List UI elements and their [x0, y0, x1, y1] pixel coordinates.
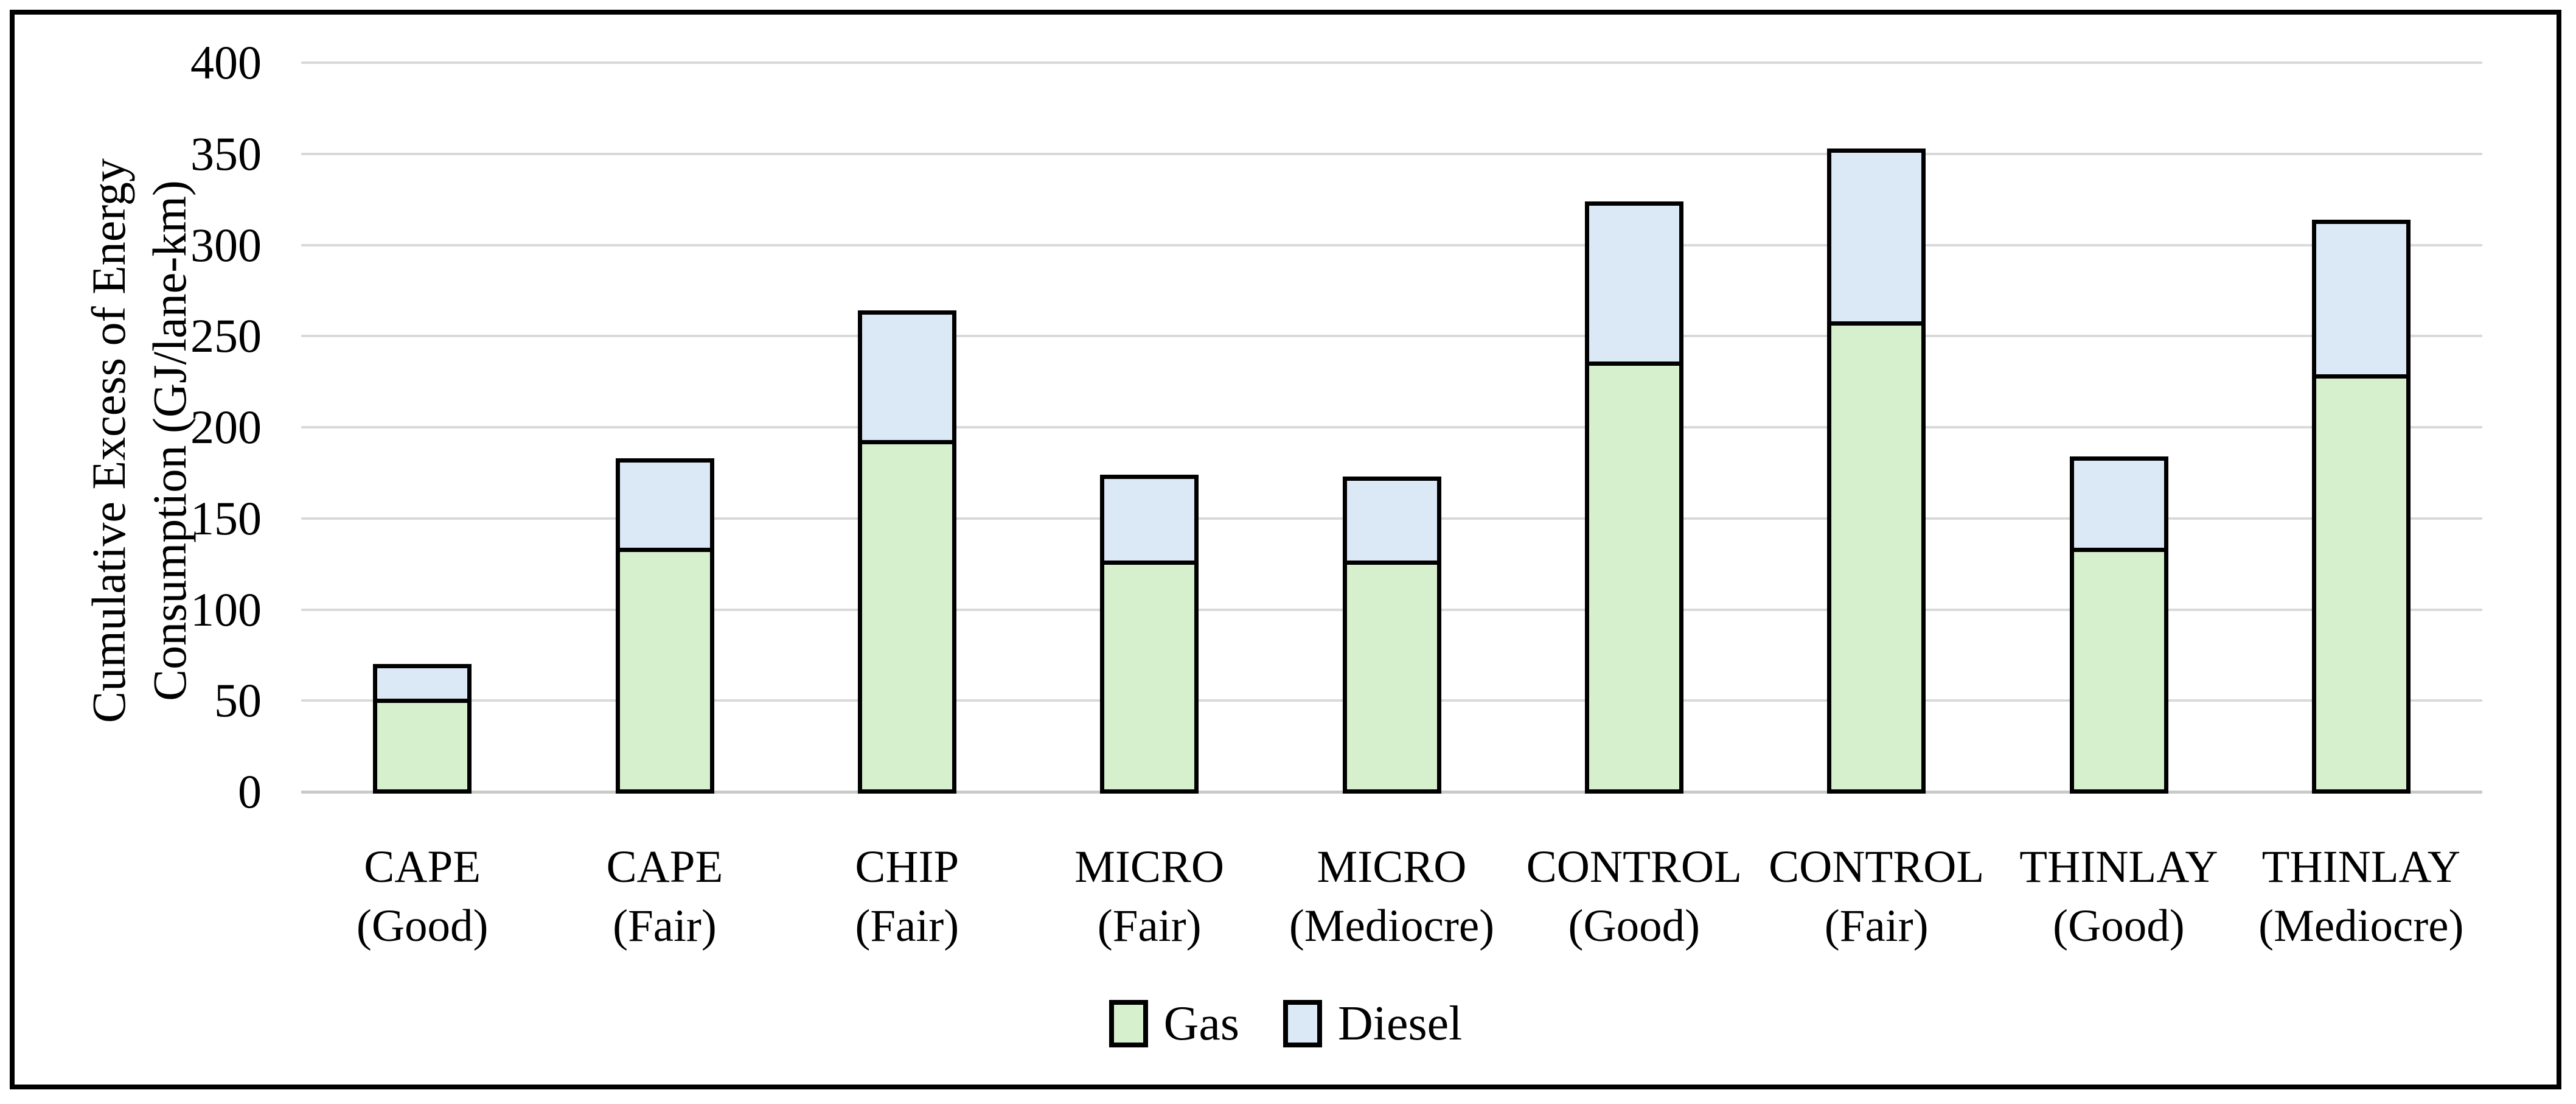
x-category-label-line1: CAPE	[364, 842, 481, 892]
y-tick-label-0: 0	[238, 765, 262, 818]
x-category-label-line1: THINLAY	[2019, 842, 2218, 892]
y-tick-label-250: 250	[190, 309, 262, 363]
x-category-label-4: MICRO (Mediocre)	[1270, 837, 1513, 956]
y-tick-label-100: 100	[190, 582, 262, 636]
legend-label-gas: Gas	[1163, 997, 1240, 1050]
bar-segment-gas-8	[2311, 374, 2411, 794]
y-axis-title-line2: Consumption (GJ/lane-km)	[143, 180, 196, 701]
x-category-label-line1: MICRO	[1317, 842, 1467, 892]
diesel-legend-swatch-icon	[1283, 1000, 1323, 1047]
x-category-label-6: CONTROL (Fair)	[1755, 837, 1997, 956]
x-category-label-5: CONTROL (Good)	[1513, 837, 1755, 956]
bar-segment-diesel-4	[1342, 476, 1441, 565]
x-category-label-8: THINLAY (Mediocre)	[2240, 837, 2482, 956]
x-category-label-line1: MICRO	[1074, 842, 1225, 892]
bar-segment-gas-0	[373, 699, 472, 794]
legend: Gas Diesel	[15, 993, 2557, 1054]
x-category-label-line2: (Good)	[1568, 901, 1701, 951]
chart-figure-frame: 0 50 100 150 200 250 300 350 400 CAPE (Good) CAPE (F…	[10, 10, 2561, 1089]
x-category-label-2: CHIP (Fair)	[786, 837, 1028, 956]
y-tick-label-50: 50	[214, 674, 262, 727]
x-category-label-line1: CAPE	[606, 842, 723, 892]
y-tick-label-200: 200	[190, 400, 262, 453]
bar-segment-gas-2	[857, 439, 956, 794]
x-category-label-line2: (Fair)	[613, 901, 717, 951]
bar-segment-diesel-5	[1584, 201, 1683, 366]
x-category-label-7: THINLAY (Good)	[1997, 837, 2240, 956]
x-category-label-0: CAPE (Good)	[301, 837, 543, 956]
gridline-250	[301, 335, 2482, 338]
legend-item-gas: Gas	[1109, 993, 1239, 1054]
bar-segment-diesel-7	[2069, 456, 2168, 552]
gridline-300	[301, 243, 2482, 246]
y-tick-label-300: 300	[190, 218, 262, 271]
gridline-350	[301, 152, 2482, 155]
bar-segment-gas-1	[615, 547, 714, 794]
gridline-200	[301, 426, 2482, 428]
bar-segment-diesel-3	[1100, 474, 1199, 565]
y-tick-label-400: 400	[190, 36, 262, 89]
gridline-400	[301, 61, 2482, 64]
bar-segment-diesel-1	[615, 458, 714, 552]
gas-legend-swatch-icon	[1109, 1000, 1148, 1047]
x-category-label-line1: THINLAY	[2261, 842, 2460, 892]
bar-segment-gas-4	[1342, 560, 1441, 794]
x-category-label-line2: (Good)	[356, 901, 489, 951]
bar-segment-gas-6	[1827, 321, 1926, 794]
x-category-label-line1: CONTROL	[1769, 842, 1985, 892]
y-tick-label-150: 150	[190, 491, 262, 545]
x-category-label-1: CAPE (Fair)	[543, 837, 785, 956]
y-tick-label-350: 350	[190, 127, 262, 180]
x-category-label-line1: CONTROL	[1526, 842, 1742, 892]
bar-segment-diesel-2	[857, 310, 956, 444]
x-category-label-line2: (Fair)	[1097, 901, 1202, 951]
x-category-label-3: MICRO (Fair)	[1028, 837, 1270, 956]
x-category-label-line2: (Fair)	[855, 901, 959, 951]
y-axis-title: Cumulative Excess of Energy Consumption …	[78, 91, 200, 791]
legend-label-diesel: Diesel	[1338, 997, 1463, 1050]
bar-segment-diesel-6	[1827, 148, 1926, 326]
bar-segment-diesel-0	[373, 664, 472, 704]
bar-segment-gas-5	[1584, 362, 1683, 794]
x-category-label-line2: (Mediocre)	[1289, 901, 1495, 951]
bar-segment-diesel-8	[2311, 219, 2411, 379]
x-category-label-line2: (Good)	[2053, 901, 2185, 951]
x-category-label-line2: (Mediocre)	[2258, 901, 2464, 951]
x-category-label-line2: (Fair)	[1824, 901, 1929, 951]
y-axis-title-line1: Cumulative Excess of Energy	[82, 158, 135, 723]
legend-item-diesel: Diesel	[1283, 993, 1462, 1054]
x-category-label-line1: CHIP	[855, 842, 959, 892]
bar-segment-gas-7	[2069, 547, 2168, 794]
bar-segment-gas-3	[1100, 560, 1199, 794]
